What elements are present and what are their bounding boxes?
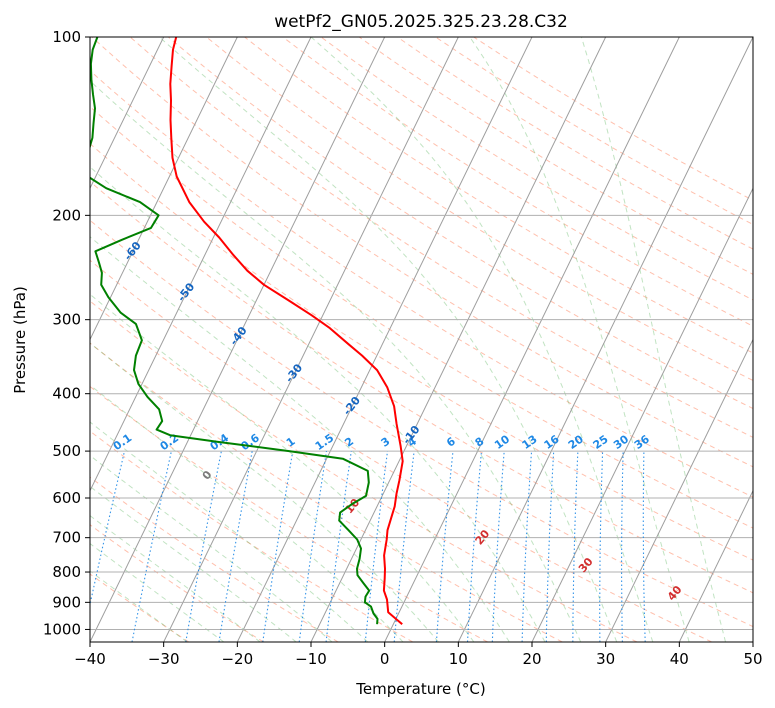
dry-adiabat-line [90,143,753,561]
moist-adiabat-line [90,80,582,642]
isotherms [90,37,753,642]
x-tick-label: −30 [148,650,180,668]
dry-adiabat-line [90,180,753,594]
dry-adiabat-line [244,37,753,354]
y-tick-label: 400 [52,385,81,403]
plot-area [90,37,753,642]
mixing-ratio-line [298,451,328,642]
mixing-ratio-line [185,450,222,642]
x-axis-title: Temperature (°C) [355,680,485,698]
mixing-ratio-line [131,450,172,642]
y-tick-label: 600 [52,489,81,507]
dewpoint-profile-line [90,37,379,625]
isotherm-line [236,37,533,642]
dry-adiabat-line [90,385,488,642]
moist-adiabat-line [90,293,475,642]
mixing-ratio-line [218,450,253,642]
y-tick-label: 100 [52,28,81,46]
isobars [90,37,753,630]
isotherm-line [531,187,753,642]
dry-adiabat-line [473,37,753,201]
y-tick-label: 800 [52,563,81,581]
moist-adiabat-line [90,421,369,642]
isotherm-line [605,338,753,642]
moist-adiabat-line [580,37,727,642]
isotherm-line [678,489,753,642]
x-tick-label: 10 [449,650,468,668]
moist-adiabats [90,37,727,642]
x-tick-label: 0 [380,650,390,668]
moist-adiabat-line [90,236,510,642]
moist-adiabat-line [90,454,333,642]
y-tick-label: 200 [52,206,81,224]
moist-adiabat-line [90,166,546,642]
dry-adiabats [90,37,753,642]
dry-adiabat-line [90,219,753,628]
isotherm-line [90,37,238,341]
moist-adiabat-line [90,384,404,642]
x-tick-label: 30 [596,650,615,668]
x-tick-label: 40 [670,650,689,668]
y-tick-label: 700 [52,529,81,547]
dry-adiabat-line [206,37,753,382]
x-tick-label: −20 [221,650,253,668]
mixing-ratio-line [262,451,294,642]
y-axis-title: Pressure (hPa) [11,286,29,394]
moist-adiabat-line [90,342,439,642]
isotherm-line [90,37,312,492]
y-tick-label: 900 [52,593,81,611]
x-tick-label: −10 [295,650,327,668]
dry-adiabat-line [397,37,753,250]
y-tick-label: 300 [52,311,81,329]
dry-adiabat-line [90,342,563,642]
dry-adiabat-line [90,69,753,498]
dry-adiabat-line [91,37,753,468]
plot-frame [89,36,754,643]
x-tick-label: −40 [74,650,106,668]
temperature-profile-line [169,37,404,625]
mixing-ratio-line [325,451,352,642]
moist-adiabat-line [158,37,618,642]
dry-adiabat-line [358,37,753,275]
y-tick-label: 1000 [43,620,81,638]
dry-adiabat-line [90,106,753,529]
isotherm-line [163,37,459,642]
isotherm-line [457,37,753,642]
moist-adiabat-line [310,37,654,642]
dry-adiabat-line [90,524,264,642]
isotherm-line [90,37,165,190]
dry-adiabat-line [167,37,753,410]
mixing-ratio-lines [90,450,646,642]
y-tick-label: 500 [52,442,81,460]
isotherm-line [310,37,607,642]
x-tick-label: 20 [522,650,541,668]
isotherm-line [90,37,386,642]
mixing-ratio-line [364,451,389,642]
chart-title: wetPf2_GN05.2025.325.23.28.C32 [274,12,568,32]
x-tick-label: 50 [743,650,762,668]
isotherm-line [384,37,680,642]
